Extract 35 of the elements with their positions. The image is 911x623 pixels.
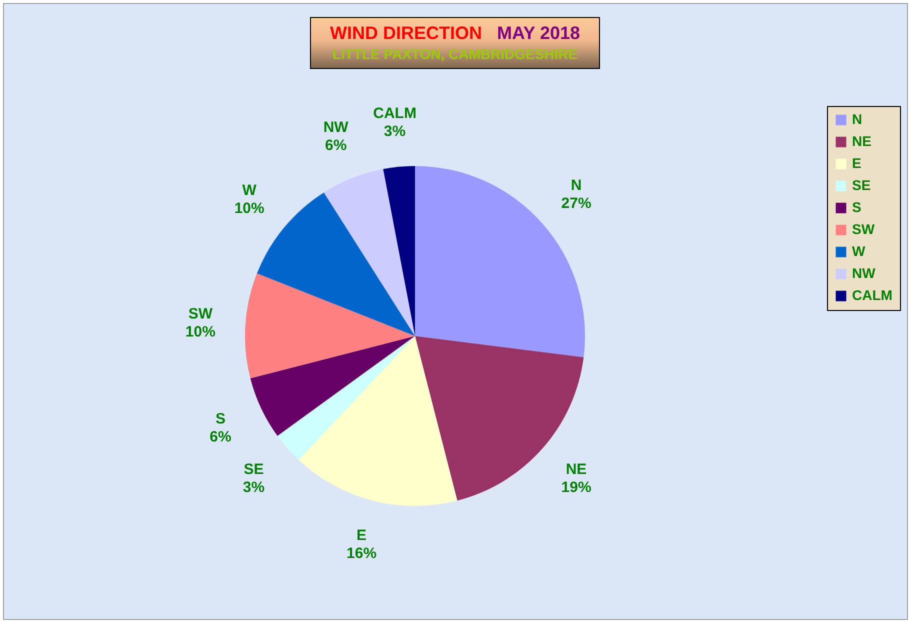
legend-label: W <box>852 243 866 259</box>
legend-label: SE <box>852 177 871 193</box>
pie-slice <box>245 273 415 378</box>
data-label: 16% <box>346 545 377 562</box>
slice-label: NW <box>323 119 350 136</box>
pie-slice <box>383 166 415 336</box>
legend-label: N <box>852 111 862 127</box>
data-label: 6% <box>210 428 232 446</box>
data-label: 6% <box>325 137 347 154</box>
chart-title: WIND DIRECTION MAY 2018 <box>330 23 580 43</box>
pie-slice <box>277 336 415 460</box>
pie-slice <box>298 336 458 506</box>
pie-slice <box>324 169 415 336</box>
slice-label: CALM <box>373 104 416 122</box>
data-label: 27% <box>561 194 592 212</box>
legend-label: NW <box>852 265 876 281</box>
data-label: 19% <box>561 479 592 496</box>
data-label: 3% <box>242 479 265 496</box>
slice-label: SE <box>244 461 264 478</box>
data-label: 10% <box>234 200 264 217</box>
slice-label: W <box>242 182 258 199</box>
legend-label: S <box>852 199 862 215</box>
slice-label: NE <box>566 461 587 478</box>
slice-label: E <box>356 527 367 544</box>
legend-label: CALM <box>852 287 892 303</box>
chart-subtitle: LITTLE PAXTON, CAMBRIDGESHIRE <box>331 45 579 63</box>
data-label: 3% <box>384 122 406 140</box>
slice-label: SW <box>188 306 214 322</box>
legend-label: NE <box>852 133 872 149</box>
legend-label: SW <box>852 221 876 237</box>
pie-slice <box>250 336 415 436</box>
data-label: 10% <box>185 324 216 340</box>
legend-label: E <box>852 155 862 171</box>
slice-label: N <box>570 176 582 194</box>
slice-label: S <box>215 410 226 428</box>
